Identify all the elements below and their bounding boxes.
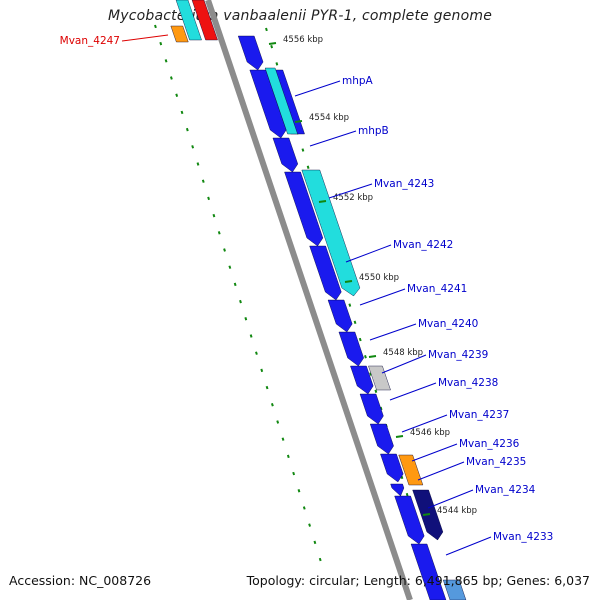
gene-label-leader — [417, 461, 465, 481]
gene-block[interactable] — [410, 543, 447, 600]
scale-tick-label: 4546 kbp — [410, 428, 450, 438]
gene-label[interactable]: mhpA — [342, 75, 374, 87]
gene-label-leader — [381, 354, 427, 374]
gene-block[interactable] — [237, 35, 264, 71]
scale-tick — [395, 435, 404, 438]
accession-text: Accession: NC_008726 — [9, 573, 152, 588]
scale-tick-label: 4554 kbp — [309, 113, 349, 123]
gene-block[interactable] — [394, 495, 425, 545]
gene-block[interactable] — [398, 454, 424, 486]
scale-tick-label: 4548 kbp — [383, 348, 423, 358]
gene-block[interactable] — [249, 69, 287, 139]
gene-label-leader — [328, 183, 373, 199]
scale-tick — [294, 120, 303, 123]
scale-tick-label: 4552 kbp — [333, 193, 373, 203]
gene-label-leader — [389, 382, 437, 401]
scale-tick — [368, 355, 377, 358]
gene-label-leader — [411, 443, 458, 462]
gene-label[interactable]: Mvan_4236 — [459, 438, 520, 450]
gene-block[interactable] — [442, 579, 467, 600]
scale-tick-label: 4544 kbp — [437, 506, 477, 516]
gene-block[interactable] — [191, 0, 218, 41]
gene-block[interactable] — [175, 0, 202, 41]
gene-block[interactable] — [284, 171, 324, 247]
gene-block[interactable] — [380, 453, 404, 483]
gene-block[interactable] — [301, 169, 361, 297]
gene-label-leader — [345, 244, 392, 263]
outer-dotted-track — [154, 24, 326, 576]
gene-block[interactable] — [272, 137, 299, 173]
scale-tick — [422, 513, 431, 516]
scale-tick — [318, 200, 327, 203]
gene-label[interactable]: Mvan_4238 — [438, 377, 498, 389]
scale-tick — [268, 42, 277, 45]
gene-block[interactable] — [338, 331, 364, 367]
gene-label-leader — [121, 34, 169, 42]
gene-label[interactable]: Mvan_4247 — [60, 35, 120, 47]
gene-label[interactable]: Mvan_4241 — [407, 283, 467, 295]
gene-block[interactable] — [350, 365, 374, 395]
gene-block[interactable] — [369, 423, 394, 455]
gene-label-leader — [309, 130, 357, 147]
gene-label[interactable]: Mvan_4235 — [466, 456, 526, 468]
gene-label[interactable]: Mvan_4239 — [428, 349, 488, 361]
genome-backbone — [205, 0, 413, 600]
gene-label[interactable]: Mvan_4237 — [449, 409, 509, 421]
gene-label[interactable]: Mvan_4233 — [493, 531, 553, 543]
gene-block[interactable] — [368, 365, 391, 391]
gene-block[interactable] — [390, 483, 405, 497]
gene-label[interactable]: Mvan_4243 — [374, 178, 434, 190]
gene-label[interactable]: Mvan_4234 — [475, 484, 536, 496]
gene-label-leader — [369, 323, 417, 341]
gene-block[interactable] — [264, 67, 298, 135]
gene-block[interactable] — [327, 299, 353, 333]
gene-label-leader — [401, 414, 448, 433]
gene-label-leader — [359, 288, 406, 306]
scale-tick — [344, 280, 353, 283]
gene-block[interactable] — [309, 245, 342, 301]
gene-block[interactable] — [170, 25, 189, 43]
gene-block[interactable] — [359, 393, 384, 425]
scale-tick-label: 4550 kbp — [359, 273, 399, 283]
gene-label[interactable]: Mvan_4242 — [393, 239, 453, 251]
genome-summary-text: Topology: circular; Length: 6,491,865 bp… — [246, 573, 590, 588]
gene-label-leader — [294, 80, 341, 97]
gene-label[interactable]: Mvan_4240 — [418, 318, 478, 330]
scale-tick-label: 4556 kbp — [283, 35, 323, 45]
gene-label-leader — [427, 489, 474, 509]
gene-label[interactable]: mhpB — [358, 125, 389, 137]
gene-label-leader — [445, 536, 492, 556]
